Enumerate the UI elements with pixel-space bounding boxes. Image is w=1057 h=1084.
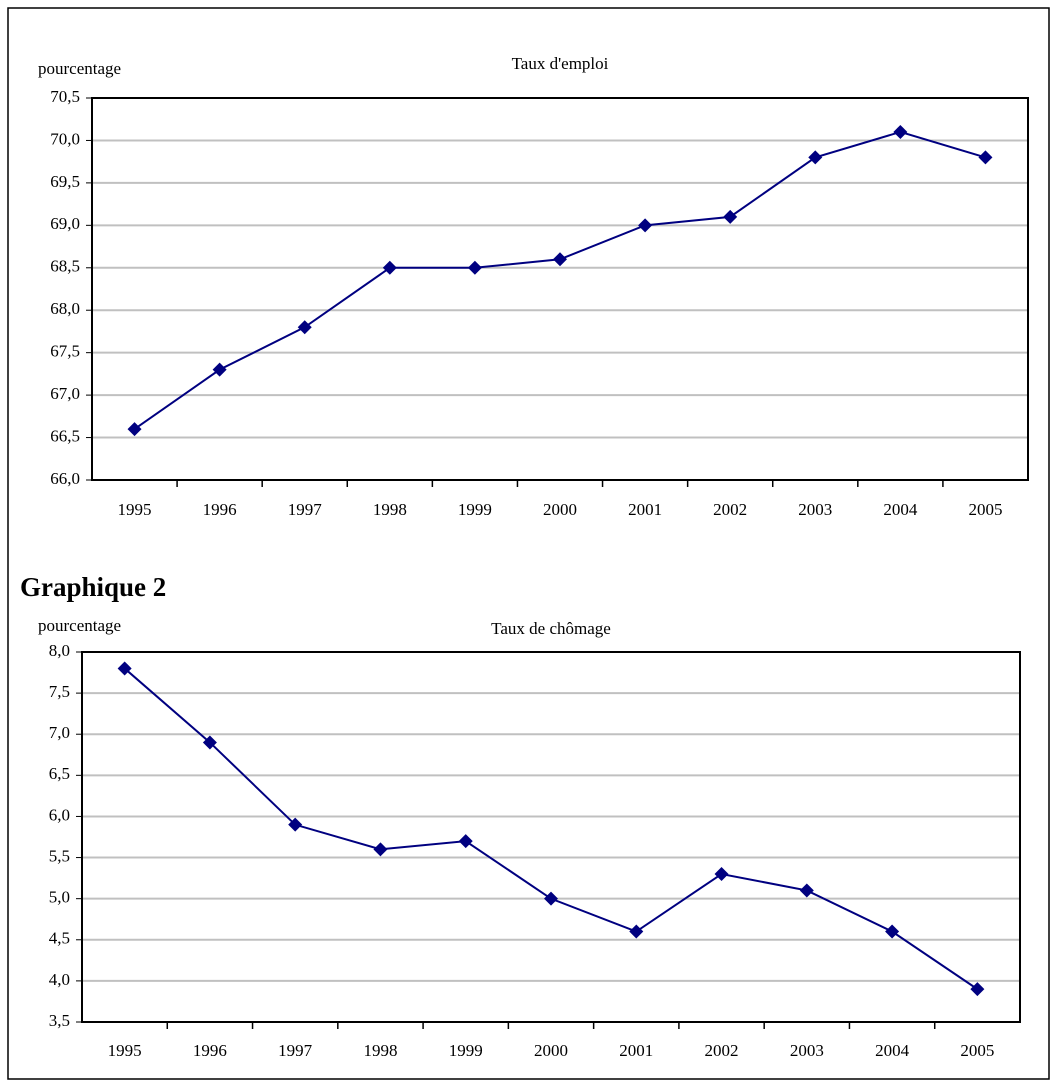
data-marker (467, 260, 482, 275)
y-tick-label: 7,5 (49, 682, 70, 701)
y-tick-label: 66,0 (50, 469, 80, 488)
y-tick-label: 68,0 (50, 299, 80, 318)
x-tick-label: 2005 (960, 1041, 994, 1060)
x-tick-label: 2000 (534, 1041, 568, 1060)
y-tick-label: 69,0 (50, 214, 80, 233)
data-marker (638, 218, 653, 233)
data-line (133, 130, 986, 430)
x-tick-label: 1998 (373, 500, 407, 519)
y-tick-label: 3,5 (49, 1011, 70, 1030)
x-tick-label: 1998 (363, 1041, 397, 1060)
x-tick-label: 1996 (193, 1041, 227, 1060)
y-tick-label: 70,5 (50, 87, 80, 106)
y-tick-label: 66,5 (50, 426, 80, 445)
data-marker (978, 150, 993, 165)
x-tick-label: 2001 (628, 500, 662, 519)
data-marker (553, 252, 567, 267)
data-marker (297, 320, 312, 335)
data-line (123, 667, 978, 990)
y-tick-label: 7,0 (49, 723, 70, 742)
y-tick-label: 8,0 (49, 641, 70, 660)
data-marker (629, 924, 644, 939)
x-tick-label: 2005 (968, 500, 1002, 519)
x-tick-label: 2002 (705, 1041, 739, 1060)
y-tick-label: 5,5 (49, 846, 70, 865)
data-marker (714, 867, 729, 881)
plot-border (91, 97, 1029, 481)
data-marker (127, 422, 142, 437)
y-tick-label: 68,5 (50, 257, 80, 276)
x-tick-label: 1999 (449, 1041, 483, 1060)
plot-border (81, 651, 1021, 1023)
y-tick-label: 6,5 (49, 764, 70, 783)
y-axis-label: pourcentage (38, 616, 121, 635)
data-marker (970, 982, 985, 997)
y-tick-label: 4,0 (49, 970, 70, 989)
frame (7, 7, 1050, 1080)
y-tick-label: 67,5 (50, 342, 80, 361)
x-tick-label: 2004 (883, 500, 918, 519)
x-tick-label: 1997 (278, 1041, 313, 1060)
data-marker (893, 124, 908, 139)
data-marker (288, 817, 303, 832)
y-tick-label: 70,0 (50, 129, 80, 148)
x-tick-label: 2000 (543, 500, 577, 519)
y-axis-label: pourcentage (38, 59, 121, 78)
y-tick-label: 67,0 (50, 384, 80, 403)
chart-title: Taux de chômage (491, 619, 611, 638)
data-marker (382, 260, 397, 275)
x-tick-label: 2001 (619, 1041, 653, 1060)
data-marker (202, 735, 217, 750)
y-tick-label: 5,0 (49, 888, 70, 907)
y-tick-label: 6,0 (49, 805, 70, 824)
section-heading: Graphique 2 (20, 572, 166, 602)
x-tick-label: 1995 (118, 500, 152, 519)
x-tick-label: 2004 (875, 1041, 910, 1060)
x-tick-label: 1995 (108, 1041, 142, 1060)
data-marker (723, 209, 738, 224)
x-tick-label: 2003 (790, 1041, 824, 1060)
y-tick-label: 4,5 (49, 929, 70, 948)
data-marker (544, 891, 558, 906)
x-tick-label: 1996 (203, 500, 237, 519)
data-marker (212, 362, 227, 377)
data-marker (373, 842, 388, 857)
x-tick-label: 2003 (798, 500, 832, 519)
data-marker (799, 883, 814, 898)
chart-title: Taux d'emploi (512, 54, 609, 73)
data-marker (885, 924, 900, 939)
x-tick-label: 1999 (458, 500, 492, 519)
data-marker (117, 661, 132, 676)
x-tick-label: 1997 (288, 500, 323, 519)
data-marker (808, 150, 823, 165)
x-tick-label: 2002 (713, 500, 747, 519)
y-tick-label: 69,5 (50, 172, 80, 191)
data-marker (458, 834, 473, 849)
